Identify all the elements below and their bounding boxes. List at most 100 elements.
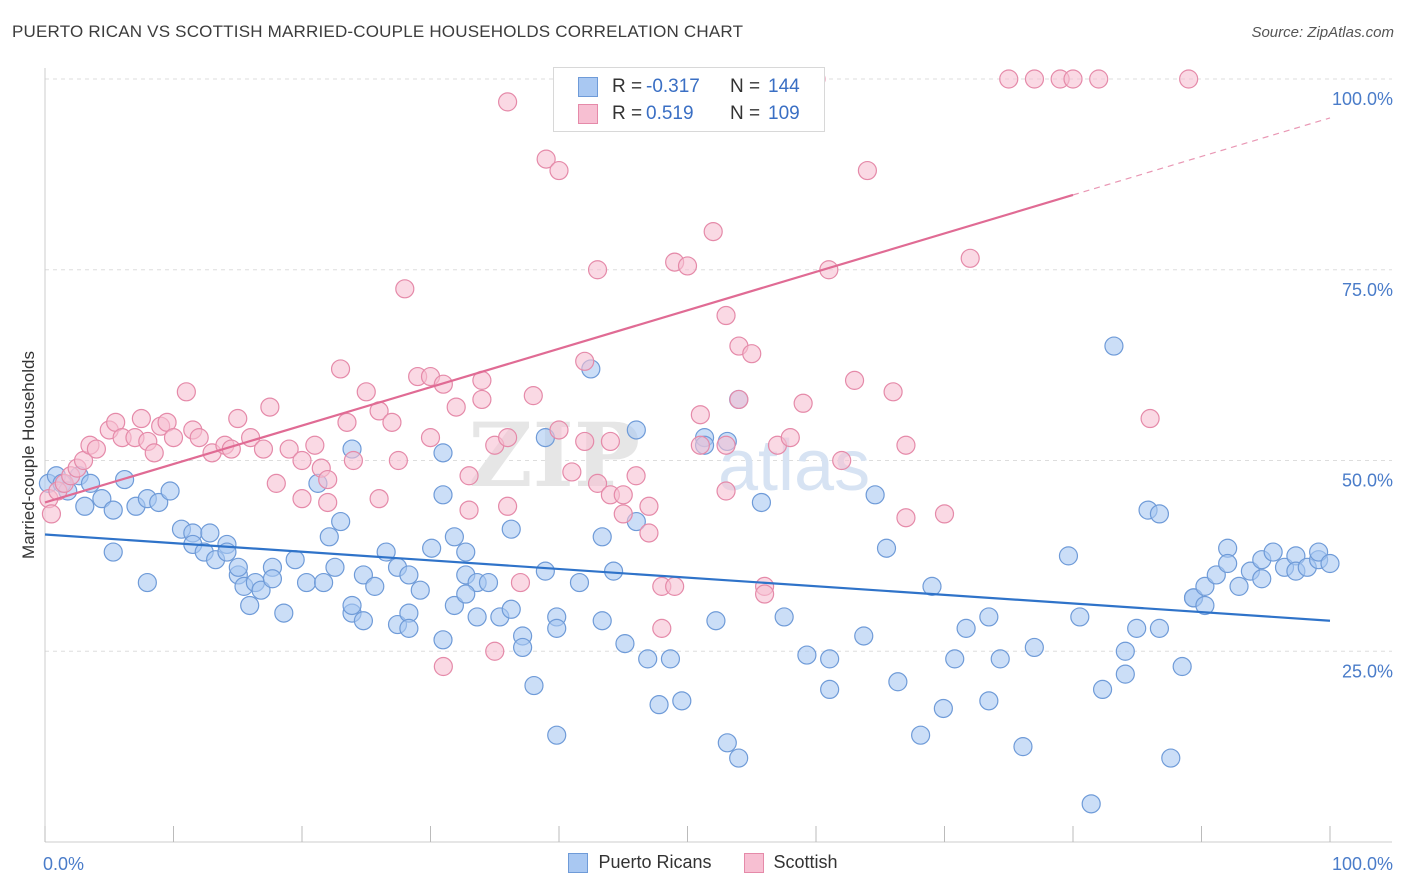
scottish-point: [318, 469, 338, 490]
scottish-point: [857, 160, 878, 181]
y-tick-label: 50.0%: [1342, 471, 1393, 491]
legend-item-puerto-ricans[interactable]: Puerto Ricans: [568, 852, 712, 873]
puerto-rican-point: [200, 523, 220, 543]
scottish-point: [780, 428, 800, 448]
scottish-point: [330, 359, 351, 379]
puerto-rican-point: [103, 500, 123, 520]
scottish-point: [41, 504, 62, 524]
puerto-rican-point: [456, 584, 476, 604]
puerto-rican-point: [399, 565, 419, 585]
scottish-point: [228, 408, 248, 429]
scottish-trend-line: [44, 193, 1074, 504]
puerto-rican-point: [314, 572, 334, 593]
puerto-rican-point: [865, 485, 885, 505]
puerto-rican-point: [365, 576, 385, 596]
puerto-rican-point: [876, 538, 897, 558]
puerto-rican-point: [137, 572, 157, 593]
puerto-rican-point: [524, 675, 544, 696]
scottish-point: [999, 69, 1019, 89]
puerto-rican-point: [444, 527, 464, 547]
scottish-point: [1024, 69, 1045, 89]
scottish-point: [292, 450, 312, 471]
scottish-point: [549, 420, 569, 440]
puerto-rican-point: [353, 611, 374, 631]
puerto-rican-point: [1092, 679, 1113, 700]
puerto-rican-point: [92, 489, 112, 509]
scottish-point: [793, 393, 813, 413]
scottish-point: [176, 382, 196, 402]
scottish-point: [896, 435, 916, 455]
scottish-point: [575, 431, 595, 452]
puerto-rican-point: [75, 496, 95, 516]
puerto-rican-point: [717, 733, 737, 753]
puerto-rican-point: [331, 511, 351, 532]
scottish-point: [388, 450, 408, 471]
y-axis-title: Married-couple Households: [19, 351, 38, 559]
scottish-point: [318, 492, 338, 513]
puerto-rican-point: [444, 595, 464, 616]
scottish-point: [163, 428, 184, 448]
chart-title: PUERTO RICAN VS SCOTTISH MARRIED-COUPLE …: [12, 22, 744, 41]
puerto-rican-point: [1161, 748, 1181, 768]
puerto-rican-point: [342, 595, 362, 616]
scottish-point: [742, 344, 762, 364]
scottish-point: [626, 466, 646, 486]
scottish-point: [343, 450, 363, 471]
n-value: 144: [768, 76, 800, 97]
puerto-rican-point: [1149, 504, 1170, 524]
puerto-rican-point: [422, 538, 442, 558]
scottish-point: [498, 92, 518, 112]
puerto-rican-point: [751, 492, 772, 513]
puerto-rican-point: [501, 519, 521, 539]
scottish-point: [523, 386, 543, 406]
legend-label-puerto-ricans: Puerto Ricans: [598, 852, 712, 872]
puerto-rican-point: [672, 691, 692, 711]
scottish-point: [1063, 69, 1083, 89]
puerto-rican-point: [251, 580, 271, 600]
scottish-point: [754, 584, 775, 604]
scottish-point: [587, 260, 608, 280]
scottish-point: [459, 466, 479, 486]
puerto-rican-point: [1195, 576, 1215, 596]
puerto-rican-point: [820, 649, 840, 669]
r-value: 0.519: [646, 103, 694, 124]
puerto-rican-point: [1104, 336, 1124, 356]
scottish-point: [337, 412, 357, 432]
stats-swatch-puerto-ricans: [578, 77, 598, 97]
puerto-rican-point: [945, 649, 965, 669]
scottish-point: [587, 473, 608, 493]
r-label: R =: [612, 103, 643, 124]
y-tick-label: 75.0%: [1342, 280, 1393, 300]
scottish-point: [420, 428, 441, 448]
puerto-rican-point: [1206, 565, 1226, 585]
puerto-rican-point: [1172, 656, 1192, 677]
puerto-rican-point: [592, 527, 612, 547]
puerto-rican-point: [729, 748, 749, 768]
puerto-rican-point: [1070, 607, 1090, 627]
puerto-rican-point: [456, 542, 476, 562]
series-puerto-ricans: [38, 336, 1340, 814]
puerto-rican-point: [592, 611, 612, 631]
puerto-rican-point: [467, 607, 487, 627]
scottish-point: [510, 572, 531, 593]
legend-item-scottish[interactable]: Scottish: [743, 852, 838, 873]
legend-label-scottish: Scottish: [773, 852, 838, 872]
scottish-point: [433, 656, 453, 677]
puerto-rican-point: [513, 637, 533, 658]
puerto-rican-point: [160, 481, 180, 501]
puerto-rican-point: [990, 649, 1010, 669]
puerto-rican-point: [433, 443, 453, 463]
puerto-rican-point: [933, 698, 953, 719]
legend-swatch-scottish: [743, 852, 764, 873]
puerto-rican-point: [615, 634, 635, 654]
scottish-point: [1140, 408, 1160, 429]
puerto-rican-point: [478, 572, 499, 593]
scottish-point: [690, 405, 710, 425]
scottish-point: [703, 222, 723, 242]
stats-row-puerto-ricans: R = -0.317 N = 144: [554, 73, 800, 101]
scottish-point: [613, 504, 633, 524]
series-scottish: [39, 69, 1199, 677]
puerto-rican-point: [1115, 641, 1135, 661]
puerto-ricans-trend-line: [44, 533, 1331, 622]
